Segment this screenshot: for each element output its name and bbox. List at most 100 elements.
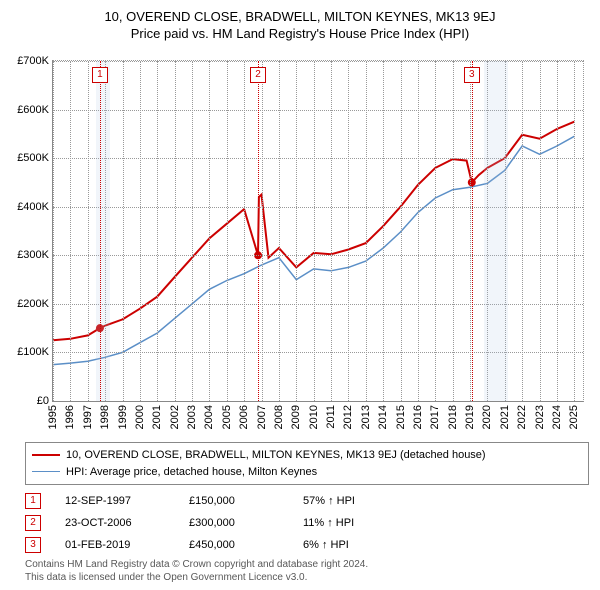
y-axis-label: £300K — [17, 249, 49, 261]
y-axis-label: £400K — [17, 201, 49, 213]
event-row: 3 01-FEB-2019 £450,000 6% ↑ HPI — [25, 534, 575, 556]
event-price: £300,000 — [189, 517, 279, 529]
gridline-v — [88, 61, 89, 401]
event-row: 112-SEP-1997£150,00057% ↑ HPI — [25, 490, 575, 512]
event-pct: 57% ↑ HPI — [303, 495, 413, 507]
x-axis-label: 2013 — [360, 405, 372, 429]
event-num-box: 3 — [25, 537, 41, 553]
x-axis-label: 2025 — [568, 405, 580, 429]
event-num-box: 2 — [25, 515, 41, 531]
x-axis-label: 1998 — [99, 405, 111, 429]
x-axis-label: 2022 — [516, 405, 528, 429]
x-axis-label: 2005 — [221, 405, 233, 429]
gridline-v — [192, 61, 193, 401]
gridline-v — [227, 61, 228, 401]
x-axis-label: 2016 — [412, 405, 424, 429]
x-axis-label: 1999 — [117, 405, 129, 429]
gridline-v — [383, 61, 384, 401]
gridline-v — [401, 61, 402, 401]
gridline-v — [296, 61, 297, 401]
x-axis-label: 1995 — [47, 405, 59, 429]
recession-shade — [96, 61, 110, 401]
gridline-v — [314, 61, 315, 401]
gridline-v — [366, 61, 367, 401]
legend-swatch-subject — [32, 454, 60, 456]
gridline-v — [574, 61, 575, 401]
x-axis-label: 1997 — [82, 405, 94, 429]
x-axis-label: 2018 — [447, 405, 459, 429]
x-axis-label: 2000 — [134, 405, 146, 429]
gridline-v — [540, 61, 541, 401]
x-axis-label: 2020 — [481, 405, 493, 429]
y-axis-label: £500K — [17, 152, 49, 164]
legend: 10, OVEREND CLOSE, BRADWELL, MILTON KEYN… — [25, 442, 589, 485]
gridline-v — [123, 61, 124, 401]
event-num-box: 1 — [25, 493, 41, 509]
x-axis-label: 2009 — [290, 405, 302, 429]
y-axis-label: £200K — [17, 298, 49, 310]
gridline-v — [244, 61, 245, 401]
x-axis-label: 2006 — [238, 405, 250, 429]
x-axis-label: 2007 — [256, 405, 268, 429]
event-date: 01-FEB-2019 — [65, 539, 165, 551]
page-title: 10, OVEREND CLOSE, BRADWELL, MILTON KEYN… — [0, 0, 600, 26]
event-marker-line — [472, 61, 473, 401]
legend-row-subject: 10, OVEREND CLOSE, BRADWELL, MILTON KEYN… — [32, 447, 582, 464]
event-date: 12-SEP-1997 — [65, 495, 165, 507]
event-price: £450,000 — [189, 539, 279, 551]
page-subtitle: Price paid vs. HM Land Registry's House … — [0, 26, 600, 47]
gridline-v — [140, 61, 141, 401]
footer-line-2: This data is licensed under the Open Gov… — [25, 571, 575, 584]
x-axis-label: 2024 — [551, 405, 563, 429]
x-axis-label: 2014 — [377, 405, 389, 429]
x-axis-label: 2001 — [151, 405, 163, 429]
event-date: 23-OCT-2006 — [65, 517, 165, 529]
gridline-v — [453, 61, 454, 401]
x-axis-label: 2003 — [186, 405, 198, 429]
chart-plot-area: £0£100K£200K£300K£400K£500K£600K£700K199… — [52, 60, 584, 402]
y-axis-label: £100K — [17, 346, 49, 358]
gridline-v — [522, 61, 523, 401]
chart-container: 10, OVEREND CLOSE, BRADWELL, MILTON KEYN… — [0, 0, 600, 590]
events-table: 112-SEP-1997£150,00057% ↑ HPI223-OCT-200… — [25, 490, 575, 556]
gridline-v — [331, 61, 332, 401]
gridline-v — [557, 61, 558, 401]
legend-swatch-hpi — [32, 471, 60, 472]
x-axis-label: 2019 — [464, 405, 476, 429]
gridline-v — [157, 61, 158, 401]
gridline-v — [348, 61, 349, 401]
gridline-v — [435, 61, 436, 401]
x-axis-label: 1996 — [64, 405, 76, 429]
x-axis-label: 2011 — [325, 405, 337, 429]
event-marker-box: 3 — [464, 67, 480, 83]
event-marker-line — [258, 61, 259, 401]
gridline-v — [279, 61, 280, 401]
x-axis-label: 2002 — [169, 405, 181, 429]
footer-line-1: Contains HM Land Registry data © Crown c… — [25, 558, 575, 571]
gridline-v — [175, 61, 176, 401]
x-axis-label: 2021 — [499, 405, 511, 429]
x-axis-label: 2004 — [203, 405, 215, 429]
gridline-v — [53, 61, 54, 401]
x-axis-label: 2012 — [342, 405, 354, 429]
legend-row-hpi: HPI: Average price, detached house, Milt… — [32, 464, 582, 481]
footer-attribution: Contains HM Land Registry data © Crown c… — [25, 558, 575, 584]
x-axis-label: 2015 — [395, 405, 407, 429]
event-pct: 6% ↑ HPI — [303, 539, 413, 551]
gridline-v — [209, 61, 210, 401]
x-axis-label: 2010 — [308, 405, 320, 429]
gridline-v — [262, 61, 263, 401]
event-marker-box: 1 — [92, 67, 108, 83]
event-marker-box: 2 — [250, 67, 266, 83]
y-axis-label: £700K — [17, 55, 49, 67]
recession-shade — [484, 61, 508, 401]
event-pct: 11% ↑ HPI — [303, 517, 413, 529]
gridline-v — [70, 61, 71, 401]
legend-label-hpi: HPI: Average price, detached house, Milt… — [66, 464, 317, 481]
legend-label-subject: 10, OVEREND CLOSE, BRADWELL, MILTON KEYN… — [66, 447, 486, 464]
y-axis-label: £600K — [17, 104, 49, 116]
event-row: 2 23-OCT-2006 £300,000 11% ↑ HPI — [25, 512, 575, 534]
event-marker-line — [100, 61, 101, 401]
x-axis-label: 2017 — [429, 405, 441, 429]
gridline-v — [418, 61, 419, 401]
